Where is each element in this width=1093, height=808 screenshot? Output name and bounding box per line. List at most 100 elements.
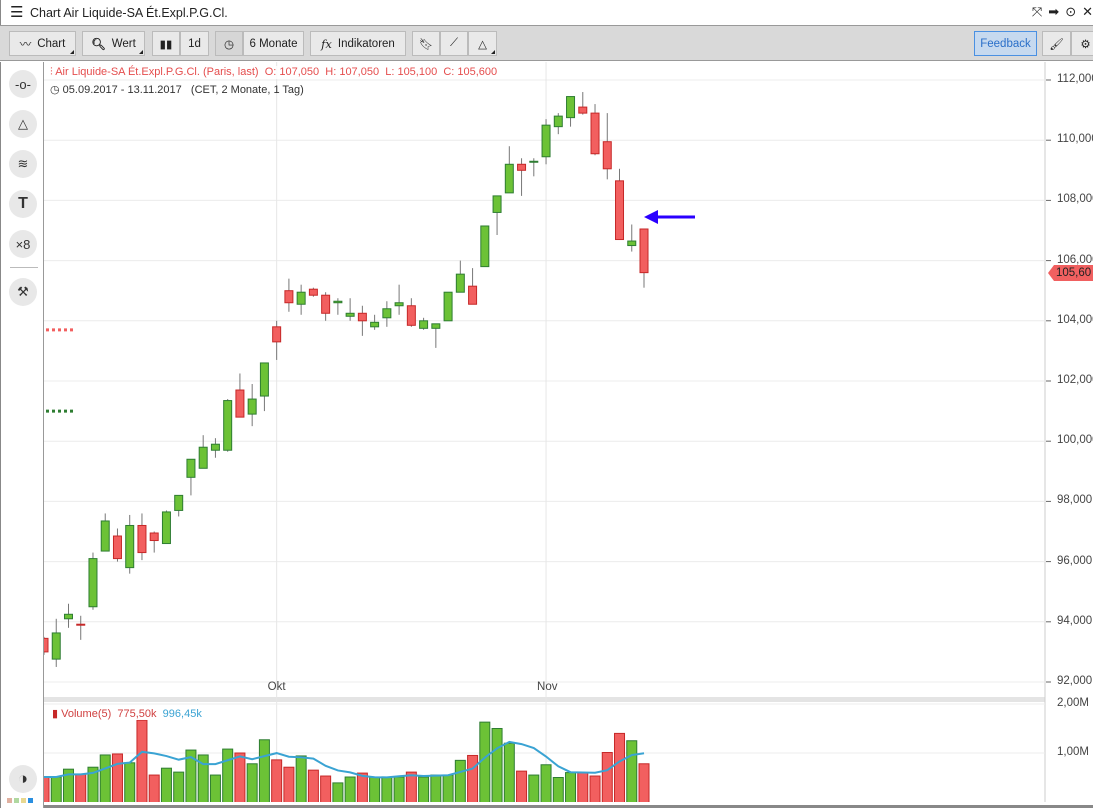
candle-down	[235, 389, 245, 418]
candle-up	[161, 511, 171, 545]
y-axis-label: 94,000	[1057, 614, 1093, 627]
candle-up	[174, 494, 184, 511]
indicators-button[interactable]: fx Indikatoren	[310, 31, 406, 56]
volume-bar	[601, 752, 613, 808]
clock-icon[interactable]: ◷	[215, 31, 243, 56]
target-icon[interactable]: ⊙	[1065, 4, 1077, 19]
volume-bar	[454, 759, 466, 808]
volume-bar	[467, 754, 479, 808]
triangle-tool-icon[interactable]: △	[9, 110, 37, 138]
plot-area	[44, 62, 1045, 697]
candle-up	[125, 524, 135, 569]
settings-gear-icon[interactable]: ⚙	[1071, 31, 1093, 56]
toolbar: 〰 Chart 🔍︎ Wert ▮▮ 1d ◷ 6 Monate fx Indikat…	[0, 25, 1093, 61]
candle-up	[247, 398, 257, 415]
candle-up	[51, 632, 61, 660]
volume-bar	[283, 766, 295, 808]
chart-type-button[interactable]: 〰 Chart	[9, 31, 76, 56]
candle-up	[480, 225, 490, 268]
candlestick-icon[interactable]: ▮▮	[152, 31, 180, 56]
candle-up	[394, 302, 404, 307]
volume-bar	[589, 775, 601, 808]
bar-chart-icon: ▮	[52, 708, 59, 720]
feedback-button[interactable]: Feedback	[974, 31, 1037, 56]
candle-up	[370, 321, 380, 328]
drawing-tools-icon[interactable]: △	[468, 31, 497, 56]
title-bar: ☰ Chart Air Liquide-SA Ét.Expl.P.G.Cl. ⤧…	[0, 0, 1093, 25]
volume-bar	[516, 770, 528, 808]
sidebar-divider	[10, 267, 38, 268]
y-axis-label: 112,000	[1057, 73, 1093, 85]
shapes-tool-icon[interactable]: ×8	[9, 230, 37, 258]
color-theme-swatches[interactable]	[7, 798, 33, 803]
candle-down	[406, 305, 416, 326]
range-button[interactable]: 6 Monate	[243, 31, 304, 56]
clock-icon: ◷	[50, 84, 60, 96]
volume-bar	[258, 739, 270, 808]
drawing-sidebar: -o- △ ≋ T ×8 ⚒ ◑	[0, 62, 44, 808]
volume-bar	[136, 719, 148, 808]
candle-up	[259, 362, 269, 397]
brush-icon[interactable]: 🖌︎	[1042, 31, 1071, 56]
date-range-legend: ◷ 05.09.2017 - 13.11.2017 (CET, 2 Monate…	[50, 84, 304, 96]
y-axis-label: 108,000	[1057, 193, 1093, 206]
volume-axis-label: 1,00M	[1057, 746, 1089, 758]
volume-bar	[479, 721, 491, 808]
crosshair-line-icon[interactable]: -o-	[9, 70, 37, 98]
candle-up	[566, 96, 576, 119]
candle-up	[455, 273, 465, 293]
candle-up	[553, 115, 563, 128]
hamburger-menu-icon[interactable]: ☰	[10, 4, 24, 21]
volume-bar	[222, 748, 234, 808]
search-icon: 🔍︎	[91, 38, 106, 51]
candle-up	[186, 458, 196, 478]
fx-icon: fx	[321, 36, 332, 51]
volume-bar	[87, 766, 99, 808]
volume-bar	[111, 753, 123, 808]
candle-down	[639, 228, 649, 274]
candle-up	[443, 291, 453, 322]
line-tool-icon[interactable]: ⟋	[440, 31, 468, 56]
volume-axis-label: 2,00M	[1057, 697, 1089, 709]
candle-down	[602, 141, 612, 170]
candle-down	[615, 180, 625, 241]
volume-bar	[197, 754, 209, 808]
volume-bar	[344, 776, 356, 808]
candle-up	[296, 291, 306, 305]
candle-down	[284, 290, 294, 304]
fibonacci-tool-icon[interactable]: ≋	[9, 150, 37, 178]
theme-contrast-icon[interactable]: ◑	[9, 765, 37, 793]
volume-bar	[626, 740, 638, 808]
arrow-annotation-head	[644, 209, 658, 224]
candle-up	[529, 160, 539, 163]
text-tool-icon[interactable]: T	[9, 190, 37, 218]
volume-bar	[540, 764, 552, 808]
candle-up	[210, 443, 220, 451]
window-bottom-border	[0, 805, 1093, 808]
candle-up	[504, 163, 514, 194]
candle-up	[541, 124, 551, 158]
fullscreen-icon[interactable]: ⤧	[1031, 4, 1043, 19]
window-title: Chart Air Liquide-SA Ét.Expl.P.G.Cl.	[30, 5, 228, 20]
volume-bar	[503, 742, 515, 808]
symbol-search-button[interactable]: 🔍︎ Wert	[82, 31, 145, 56]
volume-bar	[124, 762, 136, 808]
candle-up	[63, 613, 73, 620]
candle-down	[517, 163, 527, 171]
volume-legend: ▮ Volume(5) 775,50k 996,45k	[50, 707, 204, 720]
volume-bar	[271, 759, 283, 808]
volume-bar	[99, 754, 111, 808]
export-icon[interactable]: ➡	[1048, 4, 1060, 19]
bookmark-icon[interactable]: 🔖︎	[412, 31, 440, 56]
y-axis-label: 102,000	[1057, 374, 1093, 386]
candle-down	[137, 524, 147, 554]
candle-up	[333, 300, 343, 304]
pane-separator	[44, 697, 1045, 702]
tools-icon[interactable]: ⚒	[9, 278, 37, 306]
interval-button[interactable]: 1d	[180, 31, 209, 56]
y-axis-label: 92,000	[1057, 675, 1093, 687]
volume-bar	[356, 772, 368, 808]
close-icon[interactable]: ✕	[1082, 4, 1093, 19]
volume-bar	[234, 752, 246, 808]
